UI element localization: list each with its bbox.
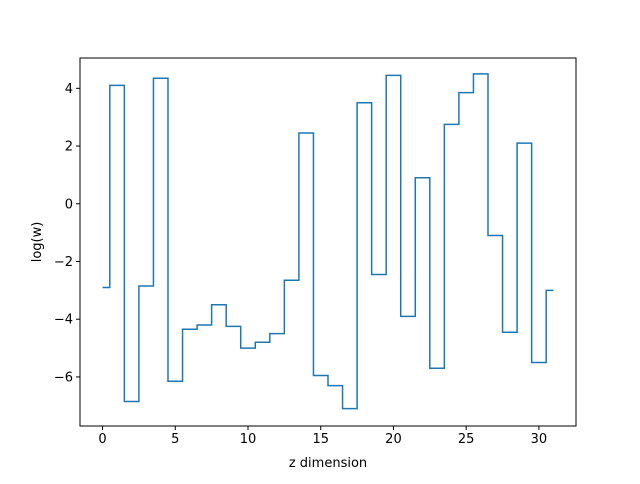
y-tick-label: 0 [65,197,73,212]
y-tick-label: 2 [65,140,73,155]
x-tick-label: 0 [98,432,106,447]
y-axis-label: log(w) [30,222,45,263]
x-tick-label: 20 [385,432,402,447]
x-tick-label: 10 [240,432,257,447]
x-tick-label: 15 [312,432,329,447]
x-axis-ticks: 0 5 10 15 20 25 30 [98,426,547,447]
y-axis-ticks: −6 −4 −2 0 2 4 [54,82,80,385]
x-tick-label: 30 [531,432,548,447]
x-tick-label: 5 [171,432,179,447]
y-tick-label: −6 [54,370,73,385]
y-tick-label: −4 [54,313,73,328]
x-axis-label: z dimension [289,456,367,471]
plot-frame [79,57,577,427]
y-tick-label: 4 [65,82,73,97]
x-tick-label: 25 [458,432,475,447]
series-line-0 [102,73,554,410]
plot-layer [102,73,554,410]
y-tick-label: −2 [54,255,73,270]
